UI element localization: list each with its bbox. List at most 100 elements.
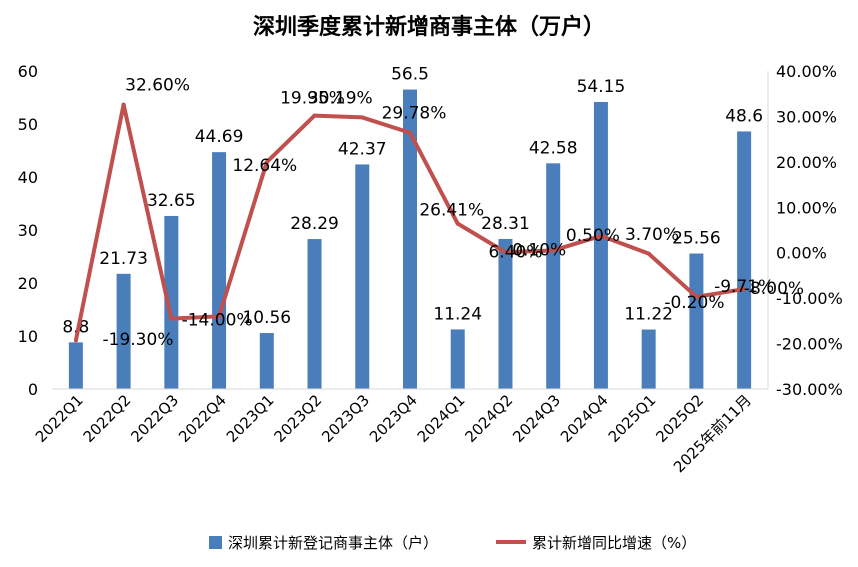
line-data-label: 26.41% — [419, 201, 484, 221]
x-axis-tick: 2023Q2 — [271, 391, 326, 446]
bar-data-labels: 8.8 21.73 32.65 44.69 10.56 28.29 42.37 56.5 11.… — [62, 65, 763, 338]
bar — [498, 238, 513, 389]
bar-data-label: 11.22 — [624, 305, 673, 325]
bar-data-label: 28.31 — [481, 214, 530, 234]
line-data-label: 0.10% — [512, 240, 566, 260]
line-point — [742, 287, 747, 292]
bar — [307, 239, 322, 389]
line-point — [551, 248, 556, 253]
chart-title: 深圳季度累计新增商事主体（万户） — [253, 14, 605, 40]
line-point — [312, 113, 317, 118]
right-axis-tick: -10.00% — [776, 289, 843, 308]
right-axis-tick: 20.00% — [776, 153, 837, 172]
line-data-label: -9.71% — [714, 277, 774, 297]
line-data-label: -19.30% — [103, 330, 174, 350]
bar-data-label: 28.29 — [290, 214, 339, 234]
line-point — [694, 294, 699, 299]
line-data-label: 0.50% — [566, 226, 620, 246]
right-axis-tick: 30.00% — [776, 107, 837, 126]
bar-data-label: 32.65 — [147, 191, 196, 211]
x-axis-tick: 2022Q2 — [80, 391, 135, 446]
bar — [116, 273, 131, 389]
x-axis: 2022Q12022Q22022Q32022Q42023Q12023Q22023… — [32, 388, 768, 476]
x-axis-tick: 2024Q1 — [414, 391, 469, 446]
bar-data-label: 8.8 — [62, 317, 89, 337]
right-axis: -30.00% -20.00% -10.00% 0.00% 10.00% 20.00% 30… — [767, 62, 843, 399]
left-axis-tick: 60 — [18, 62, 38, 81]
x-axis-tick: 2022Q4 — [175, 391, 230, 446]
line-data-label: 6.40% — [488, 242, 542, 262]
legend-bar-swatch — [209, 536, 222, 549]
line-data-label: 32.60% — [125, 76, 190, 96]
line-data-label: 3.70% — [625, 225, 679, 245]
bar-data-label: 54.15 — [577, 77, 626, 97]
bar-data-label: 21.73 — [99, 249, 148, 269]
right-axis-tick: 10.00% — [776, 198, 837, 217]
left-axis-tick: 40 — [18, 168, 38, 187]
x-axis-tick: 2023Q3 — [318, 391, 373, 446]
bar — [259, 333, 274, 389]
line-data-label: 12.64% — [232, 156, 297, 176]
x-axis-tick: 2022Q1 — [32, 391, 87, 446]
bar-data-label: 10.56 — [242, 308, 291, 328]
bar — [450, 329, 465, 389]
x-axis-tick: 2023Q4 — [366, 391, 421, 446]
bar-data-label: 56.5 — [391, 65, 429, 85]
bar — [546, 163, 561, 389]
bar — [212, 152, 227, 389]
bar — [737, 131, 752, 390]
line-point — [360, 115, 365, 120]
line-data-label: 30.19% — [308, 88, 373, 108]
right-axis-tick: 40.00% — [776, 62, 837, 81]
bar-data-label: 25.56 — [672, 229, 721, 249]
x-axis-tick: 2023Q1 — [223, 391, 278, 446]
line-point — [169, 316, 174, 321]
bar — [403, 89, 417, 390]
line-data-label: 29.78% — [382, 104, 447, 124]
legend: 深圳累计新登记商事主体（户） 累计新增同比增速（%） — [209, 534, 696, 552]
line-point — [73, 338, 78, 343]
bar-series — [68, 89, 752, 390]
line-point — [598, 233, 603, 238]
line-point — [121, 102, 126, 107]
bar — [355, 164, 370, 389]
x-axis-tick: 2022Q3 — [127, 391, 182, 446]
left-axis-tick: 50 — [18, 115, 38, 134]
line-data-label: -14.00% — [182, 310, 253, 330]
line-series — [73, 102, 747, 343]
bar-data-label: 42.58 — [529, 138, 578, 158]
bar — [164, 215, 179, 389]
bar — [68, 342, 83, 389]
x-axis-tick: 2025Q1 — [605, 391, 660, 446]
bar-data-label: 48.6 — [725, 106, 763, 126]
line-data-label: -0.20% — [664, 293, 724, 313]
bar-data-label: 44.69 — [195, 127, 244, 147]
right-axis-tick: -30.00% — [776, 380, 843, 399]
bar — [689, 253, 704, 389]
line-point — [503, 250, 508, 255]
x-axis-tick: 2024Q3 — [509, 391, 564, 446]
left-axis-tick: 10 — [18, 327, 38, 346]
bar — [593, 102, 608, 389]
x-axis-tick: 2024Q4 — [557, 391, 612, 446]
line-point — [264, 160, 269, 165]
line-data-label: -8.00% — [744, 279, 804, 299]
line-point — [408, 130, 412, 135]
legend-bar-label: 深圳累计新登记商事主体（户） — [228, 534, 438, 552]
x-axis-tick: 2024Q2 — [461, 391, 516, 446]
bar-data-label: 11.24 — [433, 304, 482, 324]
left-axis-tick: 30 — [18, 221, 38, 240]
line-point — [455, 221, 460, 226]
line-data-labels: -19.30% 32.60% -14.00% 12.64% 19.95%30.19% 29… — [103, 76, 805, 350]
legend-line-label: 累计新增同比增速（%） — [532, 534, 696, 552]
left-axis-tick: 0 — [28, 380, 38, 399]
left-axis: 0 10 20 30 40 50 60 — [18, 62, 38, 399]
left-axis-tick: 20 — [18, 274, 38, 293]
line-data-label: 19.95% — [280, 89, 345, 109]
line-point — [646, 251, 651, 256]
bar — [641, 329, 656, 389]
bar-data-label: 42.37 — [338, 139, 387, 159]
right-axis-tick: 0.00% — [776, 244, 827, 263]
right-axis-tick: -20.00% — [776, 335, 843, 354]
